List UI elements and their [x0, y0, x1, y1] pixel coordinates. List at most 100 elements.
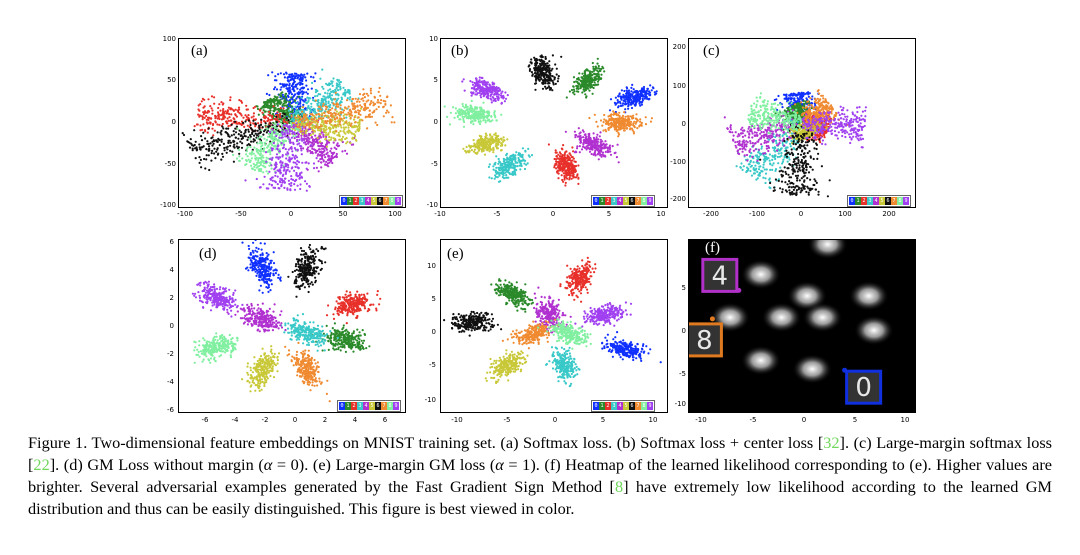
xtick-c-1: -100 [749, 210, 765, 218]
xtick-f-2: 0 [801, 416, 807, 424]
ytick-b-4: -10 [426, 201, 438, 209]
ytick-d-4: -2 [167, 350, 174, 358]
cluster-3 [545, 346, 581, 388]
likelihood-peak [848, 280, 889, 311]
adversarial-example-0: 0 [842, 367, 883, 405]
cluster-2 [559, 256, 597, 303]
ytick-a-2: 0 [171, 118, 176, 126]
series-9 [244, 122, 318, 192]
series-7 [290, 86, 396, 133]
scatter-c [723, 89, 867, 198]
adversarial-example-4: 4 [701, 257, 742, 293]
scatter-e [443, 256, 662, 388]
ytick-f-1: 0 [681, 327, 686, 335]
cluster-2 [547, 143, 580, 187]
legend-swatch-6: 6 [377, 197, 383, 205]
legend-swatch-4: 4 [365, 197, 371, 205]
panel-a-label: (a) [191, 43, 208, 59]
cluster-6 [527, 54, 563, 92]
legend-swatch-7: 7 [635, 402, 641, 410]
xtick-d-0: -6 [201, 416, 209, 424]
ytick-e-4: -10 [424, 396, 436, 404]
xtick-e-0: -10 [451, 416, 463, 424]
legend-swatch-2: 2 [353, 197, 359, 205]
xtick-d-1: -4 [231, 416, 239, 424]
ytick-c-3: -100 [670, 158, 686, 166]
legend-swatch-8: 8 [389, 197, 395, 205]
ytick-f-2: -5 [679, 370, 686, 378]
caption-text-4: = 0). (e) Large-margin GM loss ( [272, 455, 496, 474]
legend-swatch-8: 8 [897, 197, 903, 205]
xtick-f-1: -5 [749, 416, 757, 424]
legend-swatch-5: 5 [623, 197, 629, 205]
legend-swatch-0: 0 [593, 197, 599, 205]
xtick-e-2: 0 [552, 416, 558, 424]
legend-swatch-3: 3 [611, 197, 617, 205]
cluster-8 [193, 332, 239, 364]
alpha-symbol: α [495, 455, 504, 474]
citation-link-8[interactable]: 8 [614, 477, 624, 496]
legend-swatch-5: 5 [369, 402, 375, 410]
ytick-d-0: 6 [169, 238, 174, 246]
ytick-b-1: 5 [433, 76, 438, 84]
adversarial-digit: 4 [712, 261, 729, 291]
legend-swatch-1: 1 [599, 197, 605, 205]
caption-text-3: ]. (d) GM Loss without margin ( [49, 455, 264, 474]
xtick-c-0: -200 [703, 210, 719, 218]
cluster-1 [565, 57, 606, 99]
legend-swatch-1: 1 [345, 402, 351, 410]
legend-swatch-4: 4 [617, 197, 623, 205]
xtick-d-2: -2 [261, 416, 269, 424]
legend-swatch-8: 8 [641, 402, 647, 410]
panel-e-label: (e) [447, 246, 464, 262]
cluster-7 [501, 318, 561, 350]
xtick-b-4: 10 [656, 210, 666, 218]
ytick-a-0: 100 [162, 35, 176, 43]
cluster-5 [462, 132, 509, 156]
legend-swatch-9: 9 [393, 402, 399, 410]
ytick-d-1: 4 [169, 266, 174, 274]
legend-swatch-3: 3 [611, 402, 617, 410]
ytick-c-2: 0 [681, 120, 686, 128]
panel-f: 4 8 0 (f) 5 0 -5 -10 -10 -5 0 5 10 [668, 236, 930, 426]
ytick-a-4: -100 [160, 201, 176, 209]
cluster-0 [608, 83, 658, 114]
heatmap-f: 4 8 0 [689, 240, 894, 405]
legend-swatch-3: 3 [357, 402, 363, 410]
citation-link-22[interactable]: 22 [33, 455, 50, 474]
xtick-c-3: 100 [838, 210, 852, 218]
adversarial-digit: 8 [696, 326, 713, 356]
likelihood-peak [853, 315, 894, 346]
legend-swatch-1: 1 [347, 197, 353, 205]
panel-c-label: (c) [703, 43, 720, 59]
citation-link-32[interactable]: 32 [823, 433, 840, 452]
legend-swatch-9: 9 [647, 402, 653, 410]
caption-text-1: Figure 1. Two-dimensional feature embedd… [28, 433, 824, 452]
cluster-9 [191, 280, 244, 318]
series-9 [801, 105, 867, 149]
likelihood-peak [761, 302, 802, 333]
legend-swatch-0: 0 [341, 197, 347, 205]
xtick-b-1: -5 [493, 210, 501, 218]
cluster-9 [574, 301, 633, 328]
ytick-c-4: -200 [670, 195, 686, 203]
legend-swatch-2: 2 [861, 197, 867, 205]
legend-swatch-8: 8 [387, 402, 393, 410]
ytick-d-6: -6 [167, 406, 174, 414]
xtick-f-4: 10 [900, 416, 910, 424]
scatter-d [191, 240, 382, 403]
cluster-0 [601, 331, 662, 364]
likelihood-peak [740, 345, 781, 376]
cluster-3 [487, 147, 534, 183]
caption-text-2: ]. (c) Large-margin softmax loss [ [28, 433, 1053, 474]
cluster-6 [443, 310, 503, 337]
scatter-b [443, 54, 658, 187]
xtick-a-2: 0 [288, 210, 294, 218]
